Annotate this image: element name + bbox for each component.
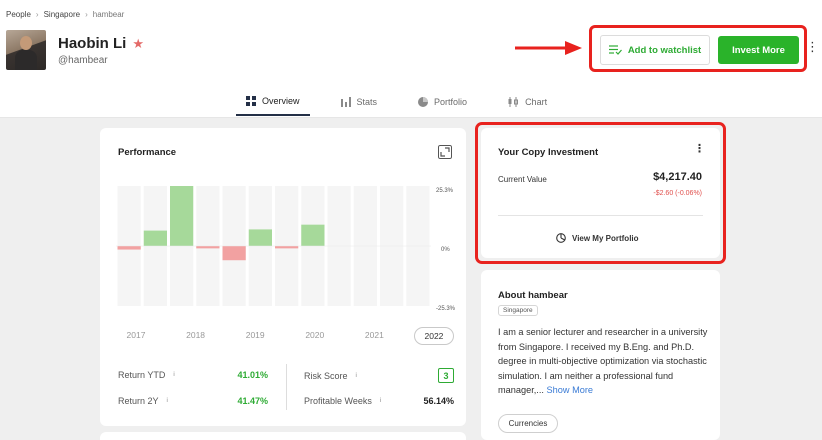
y-axis-label-mid: 0% (441, 247, 450, 253)
profitable-weeks-value: 56.14% (423, 396, 454, 406)
candlestick-icon (508, 97, 519, 107)
return-ytd-label: Return YTD (118, 370, 166, 380)
show-more-link[interactable]: Show More (546, 385, 593, 395)
add-to-watchlist-label: Add to watchlist (627, 44, 702, 56)
grid-icon (246, 96, 256, 106)
copy-investment-title: Your Copy Investment (498, 147, 599, 158)
y-axis-label-bottom: -25.3% (436, 306, 456, 312)
view-my-portfolio-button[interactable]: View My Portfolio (556, 233, 639, 243)
lower-card (100, 432, 466, 440)
year-2021[interactable]: 2021 (364, 330, 384, 340)
watchlist-icon (608, 45, 622, 55)
bar-jul[interactable] (275, 246, 299, 249)
bar-apr[interactable] (196, 246, 220, 249)
tab-divider (0, 117, 822, 118)
more-options-icon[interactable]: ⋮ (806, 39, 819, 54)
bar-mar[interactable] (170, 186, 194, 246)
highlight-box-actions (589, 25, 807, 72)
copy-divider (498, 215, 703, 216)
return-2y-label: Return 2Y (118, 396, 159, 406)
breadcrumb-singapore[interactable]: Singapore (43, 10, 81, 19)
profile-name-text: Haobin Li (58, 35, 127, 52)
year-2017[interactable]: 2017 (126, 330, 146, 340)
breadcrumb-current: hambear (92, 10, 125, 19)
info-icon[interactable]: i (379, 398, 382, 404)
avatar (6, 30, 46, 70)
performance-card: Performance 25.3% 0% -25.3% 2017 2018 20… (100, 128, 466, 426)
add-to-watchlist-button[interactable]: Add to watchlist (600, 35, 710, 65)
bar-aug[interactable] (301, 224, 325, 246)
current-value: $4,217.40 (653, 171, 702, 183)
tab-portfolio[interactable]: Portfolio (408, 88, 477, 116)
tab-stats-label: Stats (356, 97, 378, 107)
tab-chart[interactable]: Chart (498, 88, 557, 116)
highlight-box-copy-investment (475, 122, 726, 264)
breadcrumb: People › Singapore › hambear (6, 10, 124, 19)
current-value-change: -$2.60 (-0.06%) (653, 190, 702, 197)
info-icon[interactable]: i (355, 372, 357, 379)
breadcrumb-people[interactable]: People (6, 10, 31, 19)
currencies-tag[interactable]: Currencies (498, 414, 558, 433)
view-my-portfolio-label: View My Portfolio (572, 233, 639, 243)
tab-chart-label: Chart (525, 97, 548, 107)
copy-investment-card: Your Copy Investment ⋮ Current Value $4,… (481, 128, 720, 258)
risk-score-row: Risk Score i 3 (304, 368, 454, 383)
year-2022-selected[interactable]: 2022 (413, 327, 454, 345)
bar-jan[interactable] (117, 246, 141, 250)
pie-chart-icon (418, 97, 429, 107)
tab-overview-label: Overview (262, 96, 300, 106)
bar-jun[interactable] (248, 229, 272, 246)
location-badge: Singapore (498, 305, 538, 316)
y-axis-label-top: 25.3% (436, 188, 454, 194)
more-options-icon[interactable]: ⋮ (694, 143, 705, 155)
pie-chart-icon (556, 233, 566, 243)
year-selector: 2017 2018 2019 2020 2021 2022 (116, 327, 454, 345)
star-icon[interactable]: ★ (132, 35, 144, 51)
about-card: About hambear Singapore I am a senior le… (481, 270, 720, 440)
info-icon[interactable]: i (173, 372, 175, 378)
return-2y-row: Return 2Y i 41.47% (118, 396, 268, 406)
expand-icon[interactable] (438, 145, 452, 159)
tab-bar: Overview Stats Portfolio Chart (236, 88, 578, 118)
return-2y-value: 41.47% (237, 396, 268, 406)
about-title: About hambear (498, 290, 568, 301)
info-icon[interactable]: i (166, 398, 168, 404)
bar-chart-icon (340, 97, 351, 107)
profitable-weeks-row: Profitable Weeks i 56.14% (304, 396, 454, 406)
chevron-right-icon: › (85, 10, 88, 19)
bar-may[interactable] (222, 246, 246, 261)
year-2020[interactable]: 2020 (305, 330, 325, 340)
tab-portfolio-label: Portfolio (434, 97, 468, 107)
bar-feb[interactable] (143, 230, 167, 246)
risk-score-value[interactable]: 3 (438, 368, 454, 383)
performance-title: Performance (118, 147, 177, 158)
stats-divider (286, 364, 287, 410)
tab-stats[interactable]: Stats (331, 88, 388, 116)
profile-name: Haobin Li ★ (58, 35, 144, 52)
invest-more-button[interactable]: Invest More (718, 36, 799, 64)
year-2019[interactable]: 2019 (245, 330, 265, 340)
year-2018[interactable]: 2018 (186, 330, 206, 340)
return-ytd-row: Return YTD i 41.01% (118, 370, 268, 380)
red-arrow-annotation (515, 41, 582, 55)
about-text: I am a senior lecturer and researcher in… (498, 325, 710, 398)
chevron-right-icon: › (35, 10, 39, 19)
return-ytd-value: 41.01% (237, 370, 268, 380)
performance-chart (116, 186, 431, 306)
profile-handle: @hambear (58, 55, 108, 66)
profitable-weeks-label: Profitable Weeks (304, 396, 372, 406)
about-text-body: I am a senior lecturer and researcher in… (498, 327, 708, 395)
risk-score-label: Risk Score (304, 370, 348, 381)
current-value-label: Current Value (498, 175, 547, 184)
tab-overview[interactable]: Overview (236, 88, 310, 116)
